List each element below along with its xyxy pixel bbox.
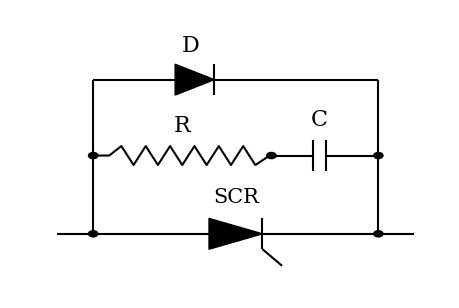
Polygon shape xyxy=(175,64,214,95)
Circle shape xyxy=(373,231,382,237)
Circle shape xyxy=(88,231,98,237)
Circle shape xyxy=(266,152,275,159)
Circle shape xyxy=(373,152,382,159)
Text: SCR: SCR xyxy=(213,188,258,207)
Text: C: C xyxy=(310,109,327,131)
Polygon shape xyxy=(208,218,262,249)
Text: R: R xyxy=(174,115,190,136)
Circle shape xyxy=(88,152,98,159)
Text: D: D xyxy=(182,35,200,57)
